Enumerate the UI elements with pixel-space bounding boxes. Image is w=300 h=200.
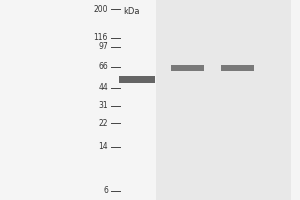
Text: 116: 116 <box>94 33 108 42</box>
Text: kDa: kDa <box>123 7 140 16</box>
Text: 200: 200 <box>94 5 108 14</box>
Text: 44: 44 <box>98 83 108 92</box>
Text: 31: 31 <box>98 101 108 110</box>
Bar <box>156 0 291 200</box>
Text: 66: 66 <box>98 62 108 71</box>
Text: 22: 22 <box>98 119 108 128</box>
Text: 6: 6 <box>103 186 108 195</box>
Text: 97: 97 <box>98 42 108 51</box>
Text: 14: 14 <box>98 142 108 151</box>
